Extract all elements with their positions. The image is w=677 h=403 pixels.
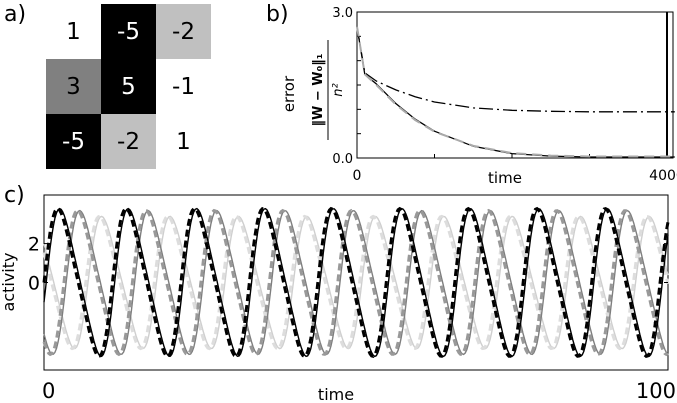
error-series-solid [356,26,675,158]
error-series-dash-dot [356,26,675,113]
x-axis-label: time [488,169,522,187]
matrix-cell: 1 [156,114,211,169]
matrix-cell: -5 [101,4,156,59]
y-axis-label: error [280,75,298,112]
plot-frame [356,11,674,159]
y-tick-label: 3.0 [332,6,353,21]
x-tick-label: 0 [353,168,362,184]
matrix-cell: -2 [101,114,156,169]
error-chart: 0.0 3.0 0 4000 time error ‖W − W₀‖₁ n² [280,6,677,187]
y-axis-formula-numerator: ‖W − W₀‖₁ [311,53,326,126]
activity-trace-dashed [42,208,669,357]
panel-label-c: c) [4,183,25,208]
y-axis-label: activity [0,253,18,312]
activity-trace-dashed [42,214,670,351]
panel-label-a: a) [4,2,27,27]
matrix-cell: -5 [46,114,101,169]
matrix-cell: 1 [46,4,101,59]
panel-label-b: b) [266,2,289,27]
y-tick-label: 0.0 [332,152,353,167]
x-tick-label: 0 [42,379,55,403]
weight-matrix: 1 -5 -2 3 5 -1 -5 -2 1 [46,4,212,169]
matrix-cell: -2 [156,4,211,59]
activity-chart: 2 0 0 100 time activity [0,194,676,403]
x-axis-label: time [318,385,354,403]
y-axis-formula-denominator: n² [331,83,346,96]
matrix-cell: 3 [46,59,101,114]
error-series-dashed [356,26,675,158]
x-tick-label: 100 [636,379,676,403]
y-tick-label: 0 [28,273,40,295]
y-tick-label: 2 [28,234,40,256]
x-tick-label: 4000 [649,168,677,184]
matrix-cell: -1 [156,59,211,114]
activity-trace-dashed [42,206,670,359]
matrix-cell: 5 [101,59,156,114]
activity-trace-solid [43,207,669,358]
